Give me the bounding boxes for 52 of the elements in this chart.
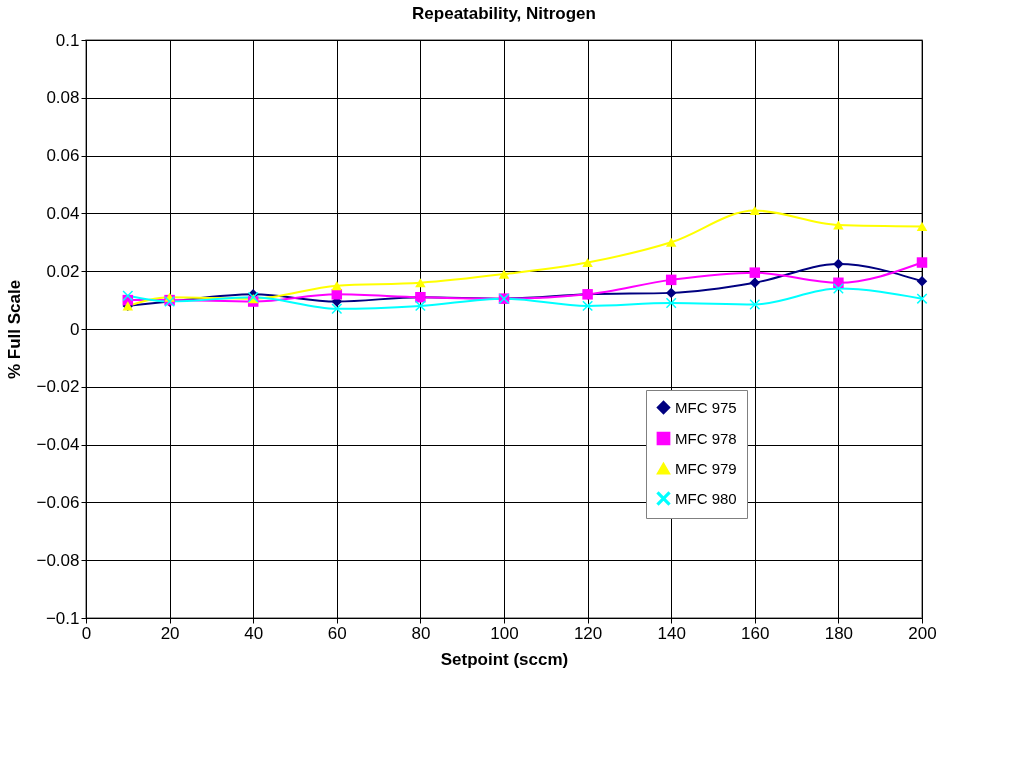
x-tick-label: 200 [908,623,937,643]
point [331,303,343,315]
point [916,276,928,287]
point [749,205,761,216]
point [916,293,928,304]
point [415,300,426,312]
y-axis-title: % Full Scale [5,279,25,380]
point [665,287,677,299]
x-tick-label: 20 [160,623,180,643]
x-tick-label: 160 [741,623,770,643]
y-tick-label: 0.04 [46,203,80,223]
y-tick-label: −0.08 [36,550,80,570]
y-tick-label: 0.02 [46,261,80,281]
y-tick-label: 0.06 [46,146,80,166]
point [916,257,928,268]
x-tick-label: 140 [657,623,686,643]
point [582,257,593,268]
legend-label: MFC 979 [675,459,737,477]
point [833,283,844,294]
x-tick-label: 80 [411,623,431,643]
chart-title: Repeatability, Nitrogen [412,4,596,23]
legend-label: MFC 978 [675,429,737,447]
point [665,274,677,286]
x-axis-title: Setpoint (sccm) [440,649,569,669]
point [749,267,761,278]
x-tick-label: 120 [573,623,603,643]
point [331,281,343,291]
point [749,277,761,288]
y-tick-label: −0.06 [36,492,80,512]
point [498,269,510,279]
legend-label: MFC 975 [675,398,737,416]
x-tick-label: 100 [490,623,519,643]
legend-label: MFC 980 [675,489,737,507]
point [122,290,134,302]
y-tick-label: −0.04 [36,435,80,455]
point [833,220,844,230]
x-tick-label: 60 [327,623,347,643]
x-tick-label: 40 [244,623,264,643]
point [331,289,343,300]
point [833,258,844,270]
point [415,278,426,288]
point [582,300,593,312]
point [665,297,677,309]
y-tick-label: 0 [70,319,80,339]
point [916,221,928,231]
y-tick-label: 0.08 [46,88,80,108]
y-tick-label: −0.02 [36,377,80,397]
y-tick-label: −0.1 [45,608,80,628]
point [749,299,761,310]
x-tick-label: 180 [824,623,854,643]
point [665,237,677,247]
y-tick-label: 0.1 [55,30,80,50]
